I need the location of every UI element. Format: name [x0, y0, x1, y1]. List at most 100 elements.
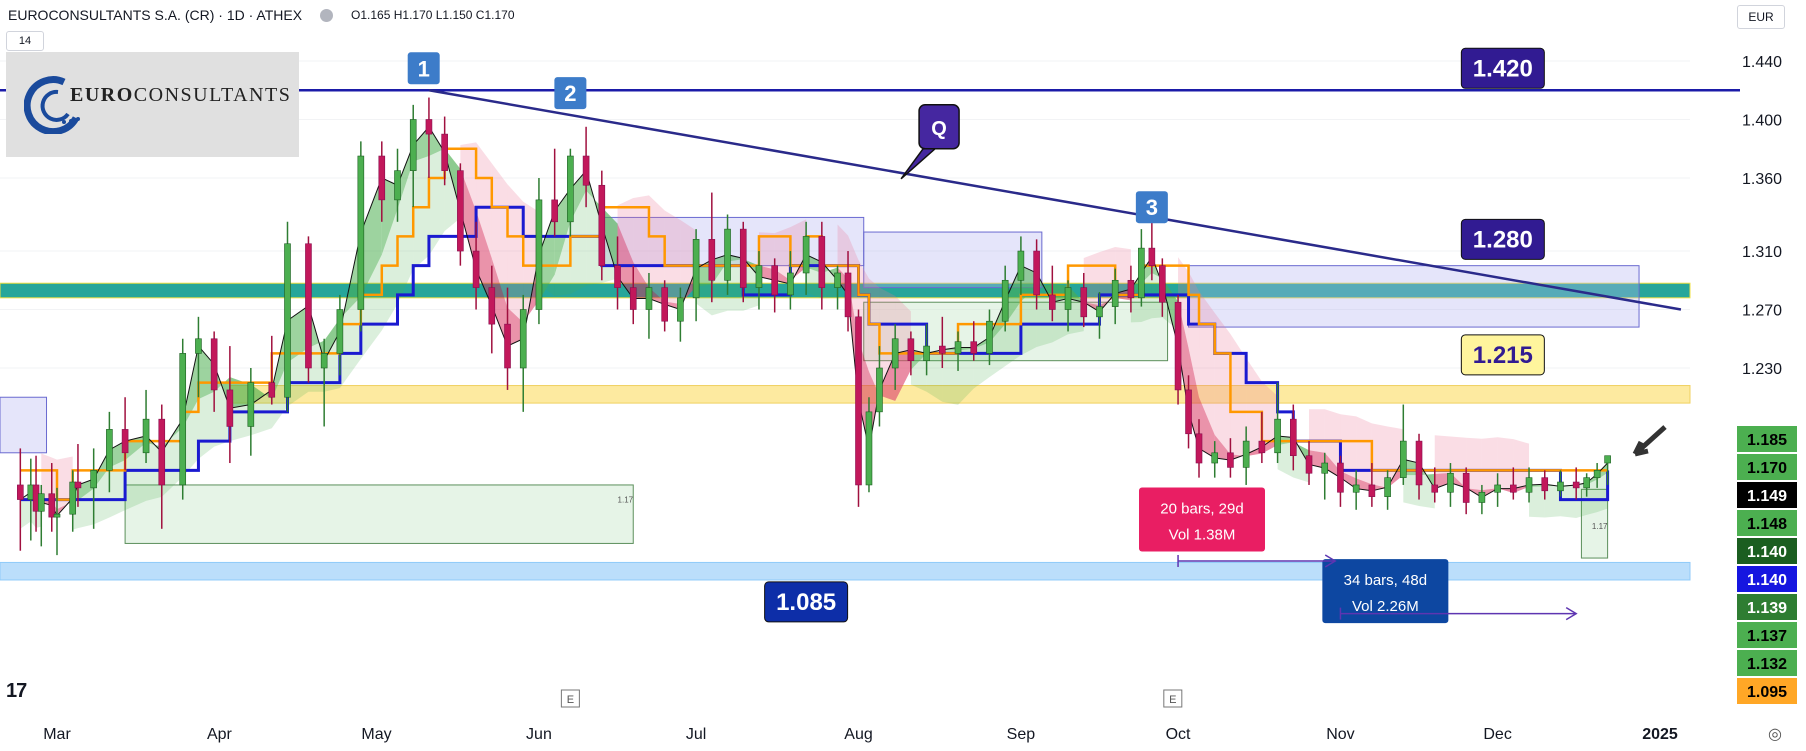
candle-body [535, 199, 543, 310]
ma-ribbon-segment [229, 377, 251, 409]
candle-body [629, 287, 637, 310]
candle-body [1321, 462, 1329, 474]
ma-ribbon-band [895, 295, 911, 401]
earnings-marker: E [560, 689, 580, 708]
candle-body [1211, 452, 1219, 464]
ma-ribbon-band [229, 377, 251, 442]
candle-body [1400, 440, 1407, 478]
ma-ribbon-band [570, 190, 587, 294]
candle-body [567, 155, 574, 223]
candle-body [844, 272, 852, 318]
price-tag-box [1460, 47, 1545, 89]
axis-price-bg [1737, 678, 1797, 704]
wave-label-1: 1 [407, 52, 440, 85]
wave-label-text: 1 [418, 56, 430, 81]
axis-price-label: 1.140 [1737, 566, 1797, 592]
axis-price-text: 1.140 [1747, 572, 1787, 589]
ma-ribbon-band [1586, 479, 1598, 515]
ma-ribbon-segment [1450, 472, 1467, 489]
ma-ribbon-band [664, 210, 681, 305]
ma-ribbon-band [617, 198, 634, 263]
price-tag-text: 1.420 [1473, 55, 1533, 82]
callout-q: Q [900, 104, 960, 180]
wave-label-badge [407, 52, 440, 85]
ma-ribbon-segment [1434, 472, 1451, 489]
ma-ribbon-band [1199, 291, 1215, 435]
ma-ribbon-band [1340, 414, 1357, 479]
ma-ribbon-segment [1340, 471, 1357, 489]
candle-body [121, 429, 129, 454]
candle-body [195, 338, 202, 354]
tag-1085: 1.085 [764, 581, 849, 623]
candle-body [1138, 247, 1145, 299]
candle-body [739, 228, 747, 288]
tradingview-logo[interactable]: 17 [6, 680, 27, 702]
ma-ribbon-band [1576, 484, 1587, 519]
x-tick-label: Nov [1326, 726, 1354, 743]
ma-ribbon-band [848, 235, 859, 341]
ma-ribbon-segment [287, 305, 309, 363]
callout-box [918, 104, 960, 150]
ma-ribbon-segment [958, 347, 974, 351]
axis-price-label: 1.139 [1737, 594, 1797, 620]
descending-trendline [428, 89, 1682, 311]
ma-ribbon-band [758, 232, 775, 270]
currency-selector[interactable]: EUR [1737, 5, 1785, 29]
x-tick-label: Jun [526, 726, 552, 743]
candle-body [1242, 440, 1250, 468]
ma-ribbon-segment [77, 479, 94, 501]
ma-ribbon-band [1387, 426, 1404, 488]
ma-ribbon-band [1115, 247, 1131, 301]
ma-ribbon-band [926, 349, 943, 402]
ma-ribbon-band [507, 184, 524, 323]
box-left [0, 396, 48, 454]
ma-ribbon-band [1529, 486, 1545, 518]
ma-ribbon-segment [538, 210, 555, 301]
interval-badge[interactable]: 14 [6, 31, 44, 51]
pointer-arrow-icon [1632, 425, 1667, 457]
x-tick-label: Oct [1166, 726, 1191, 743]
ma-ribbon-segment [711, 254, 728, 285]
candle-body [1111, 279, 1119, 307]
x-tick-label: May [361, 726, 391, 743]
ma-ribbon-band [1036, 283, 1053, 347]
ma-ribbon-band [1005, 301, 1021, 367]
candle-body [1305, 455, 1313, 474]
x-tick-label: Jul [686, 726, 706, 743]
box-value-label: 1.17 [1592, 522, 1608, 531]
settings-gear-icon[interactable]: ◎ [1768, 726, 1782, 743]
candle-body [1001, 279, 1009, 322]
symbol-title[interactable]: EUROCONSULTANTS S.A. (CR) · 1D · ATHEX [8, 7, 303, 23]
wave-label-3: 3 [1135, 191, 1168, 224]
market-status-icon [320, 8, 334, 22]
candle-body [106, 429, 113, 471]
ma-ribbon-segment [1324, 452, 1341, 478]
ma-ribbon-band [1052, 283, 1069, 343]
ma-ribbon-segment [664, 301, 681, 310]
axis-price-text: 1.148 [1747, 516, 1787, 533]
blue-zone [0, 561, 1691, 581]
ma-ribbon-band [586, 190, 602, 286]
ma-ribbon-band [942, 349, 959, 405]
axis-price-bg [1737, 594, 1797, 620]
candle-body [1431, 484, 1439, 493]
ma-ribbon-segment [633, 262, 649, 299]
candle-body [1557, 481, 1564, 492]
x-tick-label: Apr [207, 726, 233, 743]
candle-body [755, 265, 763, 288]
ma-ribbon-band [109, 460, 126, 518]
price-tag-box [764, 581, 849, 623]
ma-ribbon-band [161, 427, 183, 497]
ma-ribbon-band [1560, 484, 1577, 519]
axis-price-text: 1.140 [1747, 544, 1787, 561]
x-axis: Mar Apr May Jun Jul Aug Sep Oct Nov Dec 2025 [43, 726, 1678, 743]
candle-body [661, 287, 668, 322]
ma-ribbon-band [125, 442, 147, 511]
ma-ribbon-segment [806, 254, 822, 273]
candle-body [179, 353, 187, 486]
wave-label-2: 2 [554, 77, 587, 110]
candle-body [677, 297, 684, 322]
candle-body [320, 353, 328, 369]
wave-label-badge [1135, 191, 1168, 224]
